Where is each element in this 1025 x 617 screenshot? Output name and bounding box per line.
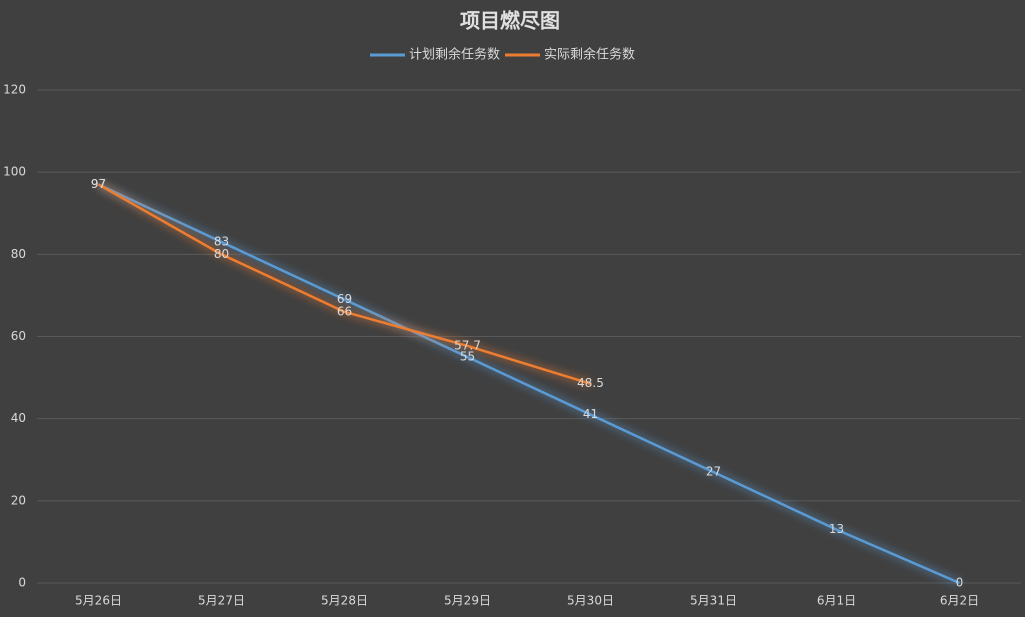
data-label: 27	[706, 465, 721, 479]
x-tick-label: 5月27日	[198, 594, 245, 608]
data-label: 41	[583, 407, 598, 421]
x-tick-label: 6月1日	[817, 594, 856, 608]
x-tick-label: 5月31日	[690, 594, 737, 608]
x-tick-label: 5月28日	[321, 594, 368, 608]
x-tick-label: 6月2日	[940, 594, 979, 608]
legend-label: 实际剩余任务数	[544, 47, 635, 63]
y-tick-label: 20	[11, 493, 26, 507]
data-label: 97	[91, 177, 106, 191]
chart-title: 项目燃尽图	[460, 9, 560, 33]
y-tick-label: 0	[18, 576, 26, 590]
x-tick-label: 5月29日	[444, 594, 491, 608]
legend-label: 计划剩余任务数	[409, 47, 500, 63]
series-line	[97, 183, 591, 385]
data-label: 55	[460, 350, 475, 364]
data-label: 66	[337, 304, 352, 318]
data-label: 69	[337, 292, 352, 306]
y-tick-label: 60	[11, 329, 26, 343]
data-label: 97	[91, 177, 106, 191]
series-line	[97, 183, 960, 585]
data-label: 57.7	[454, 338, 481, 352]
data-label: 83	[214, 235, 229, 249]
data-label: 80	[214, 247, 229, 261]
data-label: 0	[956, 576, 964, 590]
data-label: 48.5	[577, 376, 604, 390]
y-tick-label: 120	[3, 83, 26, 97]
x-tick-label: 5月26日	[75, 594, 122, 608]
y-tick-label: 40	[11, 411, 26, 425]
x-tick-label: 5月30日	[567, 594, 614, 608]
y-tick-label: 100	[3, 165, 26, 179]
y-tick-label: 80	[11, 247, 26, 261]
data-label: 13	[829, 522, 844, 536]
